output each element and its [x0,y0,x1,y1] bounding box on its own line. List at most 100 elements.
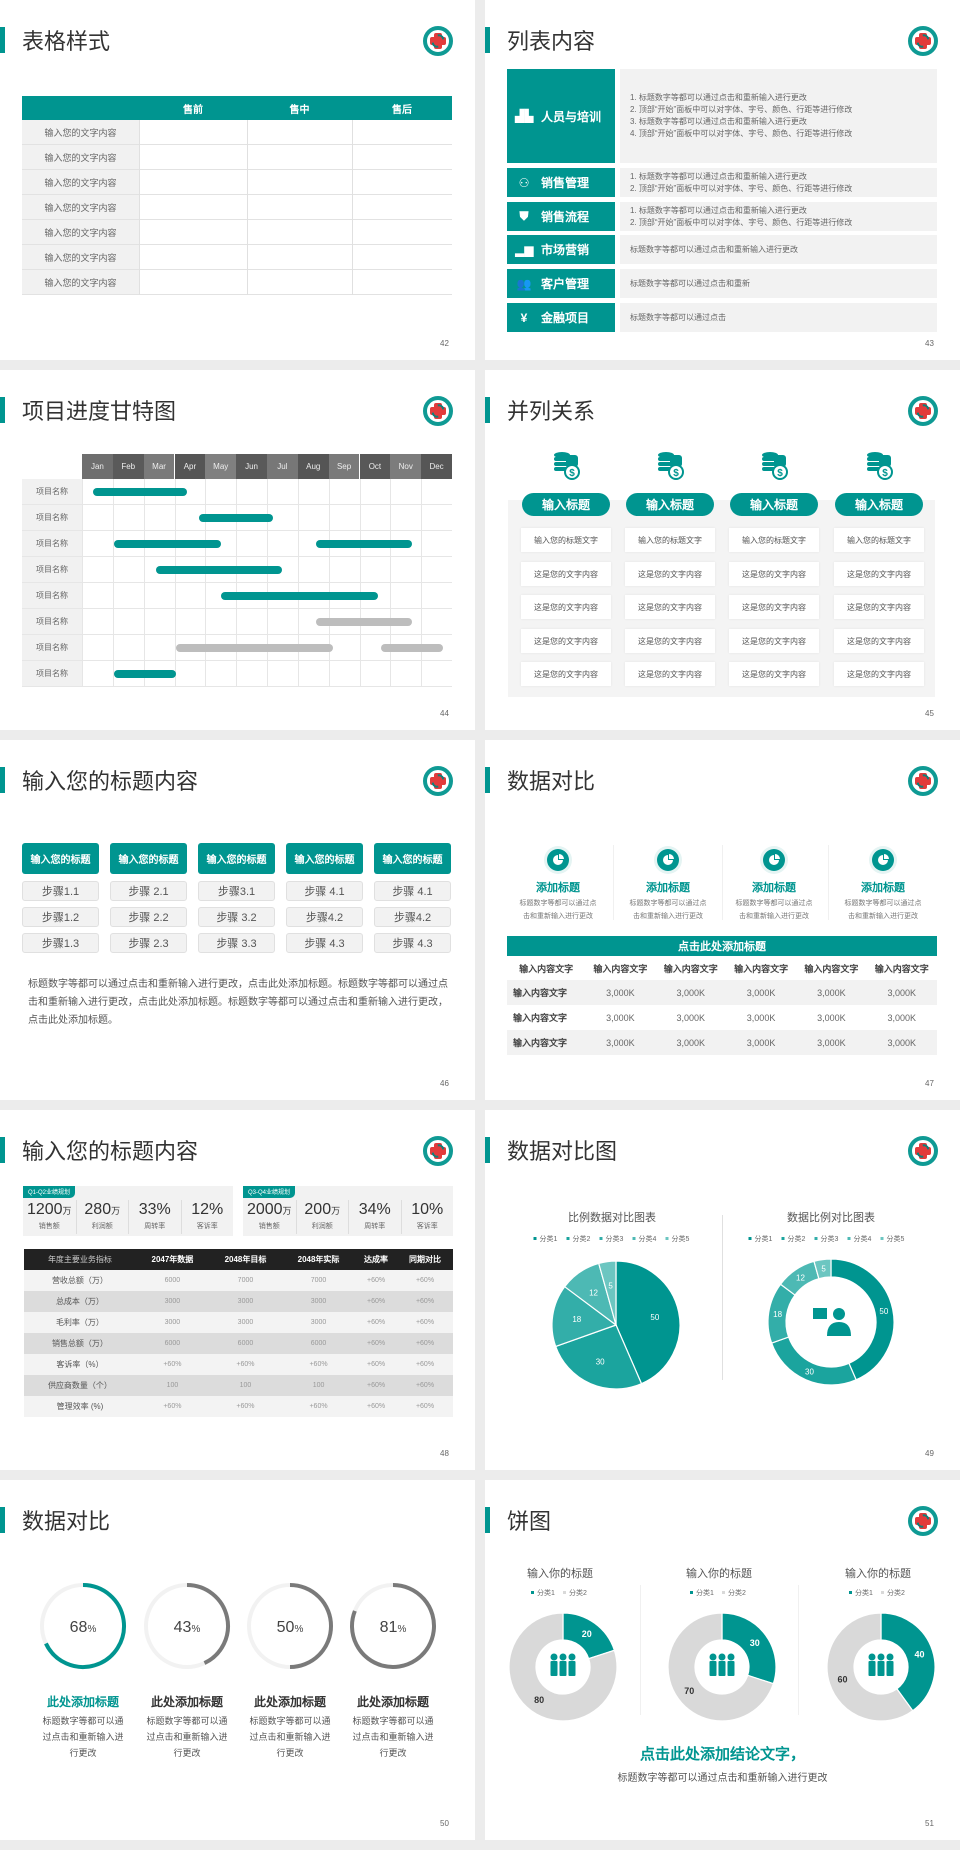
kpi-item: 33% 周转率 [128,1200,181,1234]
legend-swatch [880,1237,884,1240]
feature-desc: 击和重新输入进行更改 [848,913,918,920]
item-desc: 过点击和重新输入进 [352,1731,434,1742]
column-cell: 这是您的文字内容 [729,562,819,586]
slice-label: 60 [837,1675,847,1685]
step-column-heading: 输入您的标题 [22,843,99,874]
cell-divider [352,270,353,295]
percent-unit: % [294,1624,303,1635]
item-label: 人员与培训 [541,109,602,124]
list-item-label[interactable]: ⚇ 销售管理 [507,168,615,197]
kpi-unit: 万 [62,1206,72,1216]
table-cell: 3,000K [817,987,846,998]
column-header: 输入内容文字 [804,964,859,974]
people-training-icon: ▟▙ [515,109,534,123]
table-cell: +60% [236,1361,255,1368]
kpi-item: 34% 周转率 [348,1200,401,1234]
list-item-label[interactable]: ▂▆ 市场营销 [507,235,615,264]
task-label: 项目名称 [22,609,82,634]
step-box: 步骤 4.1 [286,881,363,901]
row-label: 输入您的文字内容 [22,245,139,269]
table-cell: +60% [163,1403,182,1410]
coins-dollar-icon: $ [656,450,686,480]
cell-divider [139,195,140,220]
table-cell: 3,000K [676,987,705,998]
table-cell: 3000 [310,1298,327,1305]
cell-divider [139,220,140,245]
list-item-label[interactable]: 👥 客户管理 [507,269,615,298]
kpi-label: 销售额 [258,1223,280,1230]
legend-label: 分类2 [788,1234,806,1243]
conclusion-subtext: 标题数字等都可以通过点击和重新输入进行更改 [617,1772,828,1784]
slide-title: 输入您的标题内容 [22,769,199,794]
item-label: 销售流程 [541,210,590,224]
progress-ring-fill [186,1583,230,1665]
legend-swatch [566,1237,570,1240]
month-header: Aug [297,454,329,479]
list-item-description: 1. 标题数字等都可以通过点击和重新输入进行更改 2. 顶部“开始”面板中可以对字… [620,202,937,231]
slice-label: 18 [773,1310,782,1319]
kpi-number: 33% [138,1201,171,1218]
pie-slice [880,1612,936,1712]
table-row: 输入内容文字 3,000K 3,000K 3,000K 3,000K 3,000K [507,1030,937,1055]
svg-text:$: $ [882,468,888,479]
step-column-heading: 输入您的标题 [286,843,363,874]
column-cell: 这是您的文字内容 [625,562,715,586]
item-desc: 行更改 [379,1747,407,1758]
page-number: 44 [440,709,449,718]
table-cell: 3000 [164,1298,181,1305]
table-row: 输入您的文字内容 [22,220,452,245]
table-row: 输入内容文字 3,000K 3,000K 3,000K 3,000K 3,000K [507,980,937,1005]
month-header: Jan [82,454,113,479]
column-cell: 这是您的文字内容 [729,662,819,686]
column-cell: 这是您的文字内容 [521,562,611,586]
column-header: 2048年目标 [224,1255,267,1264]
column-header: 2047年数据 [151,1255,194,1264]
table-cell: 3,000K [606,1012,635,1023]
user-gear-icon: ⚇ [518,175,530,190]
percent-number: 81 [380,1619,398,1636]
conclusion-text: 点击此处添加结论文字， [639,1745,805,1763]
list-item-description: 标题数字等都可以通过点击 [620,303,937,332]
list-item-label[interactable]: ¥ 金融项目 [507,303,615,332]
table-cell: 6000 [310,1340,327,1347]
gantt-bar [316,618,412,626]
cell-divider [352,195,353,220]
cell-divider [247,170,248,195]
progress-value: 81% [380,1619,407,1636]
step-box: 步骤1.3 [22,933,99,953]
slice-label: 80 [534,1695,544,1705]
table-row: 管理效率 (%) +60% +60% +60% +60% +60% [24,1396,453,1417]
row-label: 输入您的文字内容 [22,270,139,294]
list-item-label[interactable]: ⛊ 销售流程 [507,202,615,231]
item-label: 销售管理 [541,176,590,190]
kpi-label: 客诉率 [416,1223,438,1230]
month-header: Apr [174,454,206,479]
step-column-heading: 输入您的标题 [374,843,451,874]
legend-swatch [665,1237,669,1240]
percent-number: 43 [174,1619,192,1636]
slide-list-content: 列表内容 43 ▟▙ 人员与培训 1. 标题数字等都可以通过点击和重新输入进行更改 2… [485,0,960,360]
feature-desc: 标题数字等都可以通过点 [519,900,597,907]
grid-line [143,479,145,687]
table-row: 输入您的文字内容 [22,270,452,295]
grid-line [390,479,392,687]
kpi-label: 利润额 [311,1223,333,1230]
list-item-label[interactable]: ▟▙ 人员与培训 [507,69,615,163]
step-box: 步骤 4.1 [374,881,451,901]
hospital-cross-logo [423,766,453,796]
data-table: 输入内容文字 输入内容文字 输入内容文字 输入内容文字 输入内容文字 输入内容文字 输入内容… [507,957,937,1055]
slice-label: 50 [879,1307,888,1316]
legend-swatch [563,1591,566,1594]
step-box: 步骤3.1 [198,881,275,901]
item-label: 金融项目 [541,311,590,325]
column-header: 输入内容文字 [519,964,574,974]
row-label: 销售总额（万） [51,1339,108,1348]
column-cell: 这是您的文字内容 [521,629,611,653]
kpi-value: 1200万 [23,1200,76,1221]
pie-chart-icon [872,849,894,871]
slide-title: 饼图 [507,1509,552,1534]
slide-title: 并列关系 [507,399,596,424]
slide-title: 数据对比图 [507,1139,618,1164]
column-cell: 这是您的文字内容 [625,662,715,686]
